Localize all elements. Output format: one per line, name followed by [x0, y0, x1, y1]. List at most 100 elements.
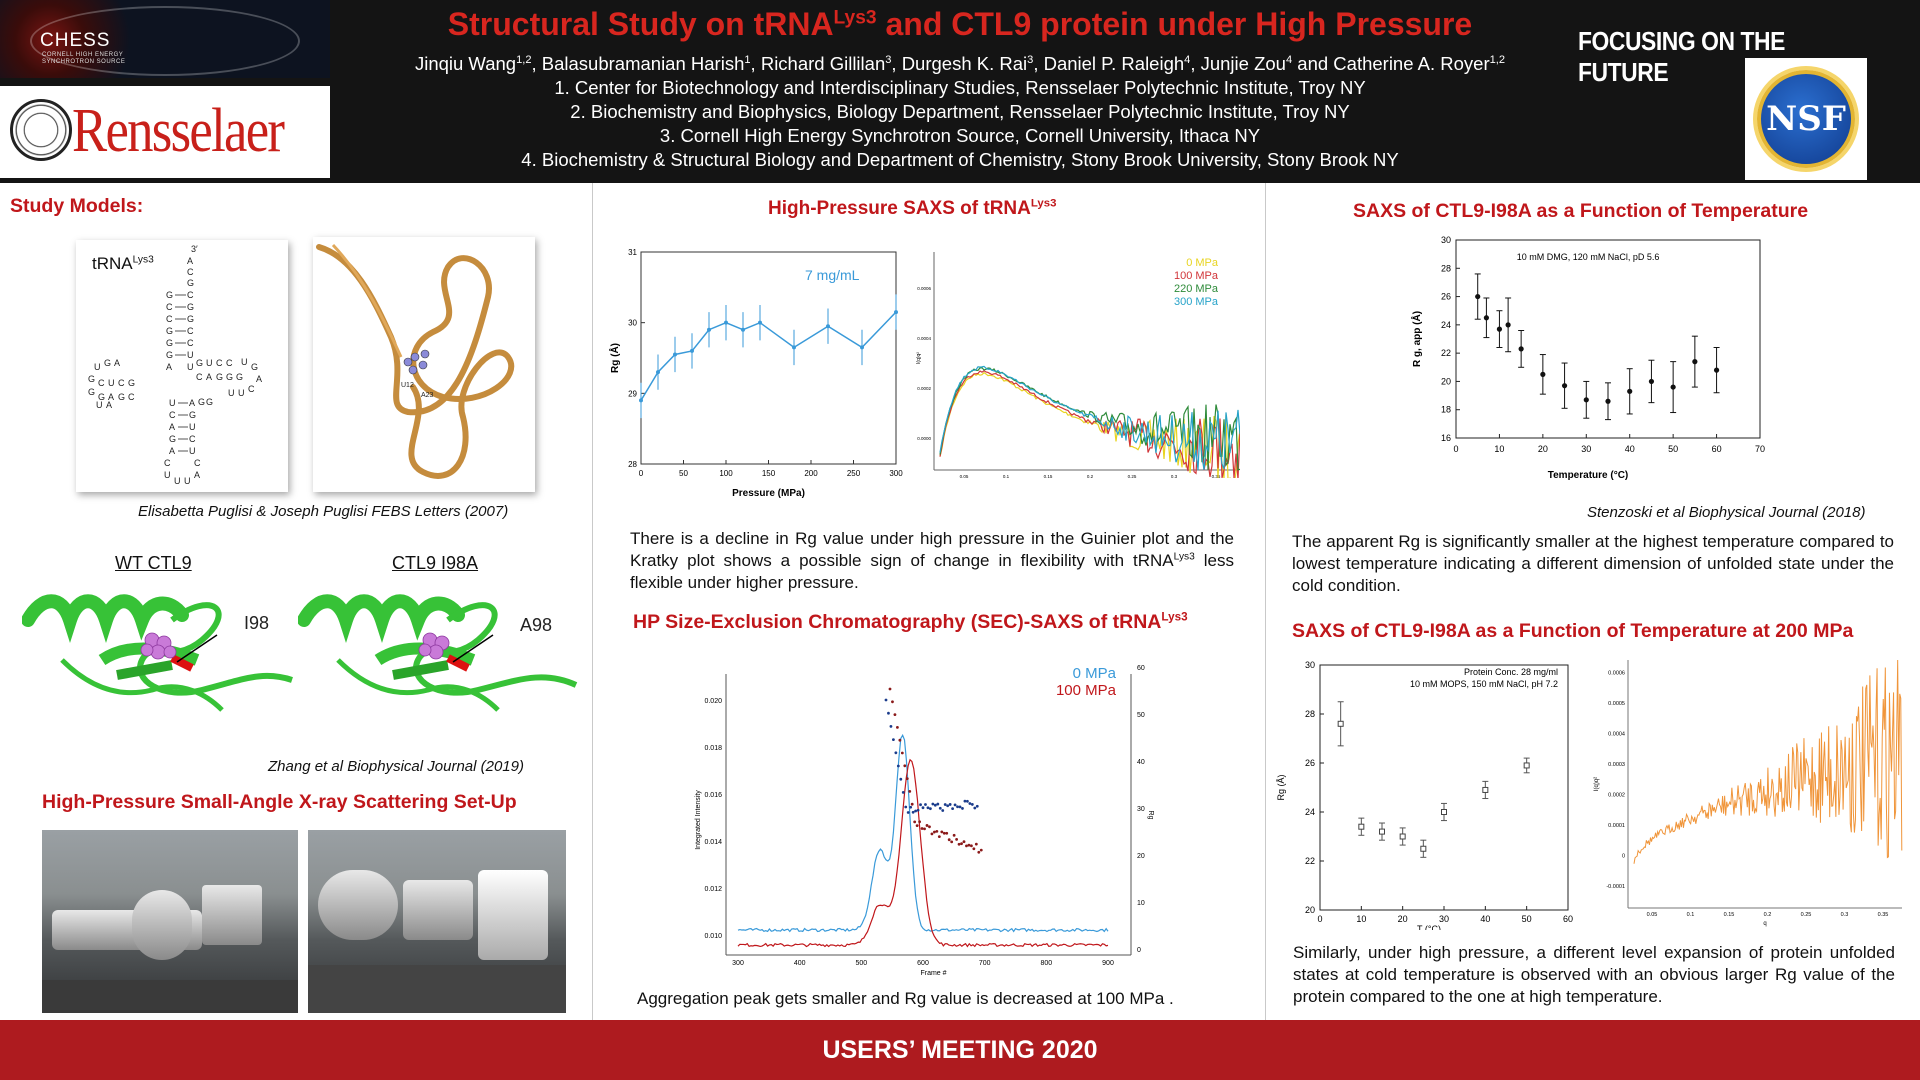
- svg-text:U: U: [94, 362, 101, 372]
- y-tick-label: 0.010: [704, 933, 722, 940]
- svg-text:G: G: [189, 410, 196, 420]
- kratky-200mpa-chart: 0.05 0.1 0.15 0.2 0.25 0.3 0.35 -0.0001 0 0.0001 0…: [1584, 656, 1914, 928]
- y-tick-label: 22: [1305, 856, 1315, 866]
- author-name: Durgesh K. Rai: [901, 53, 1028, 74]
- legend-entry: 100 MPa: [1174, 270, 1219, 282]
- rg-point-0mpa: [933, 803, 937, 807]
- rg-point-0mpa: [909, 805, 913, 809]
- rg-point-100mpa: [950, 840, 954, 844]
- svg-text:A: A: [106, 400, 112, 410]
- u12-label: U12: [401, 382, 414, 389]
- y-tick-label: 0.0002: [1608, 793, 1625, 799]
- y-axis-label: R g, app (Å): [1410, 311, 1423, 367]
- svg-text:C: C: [187, 338, 194, 348]
- x-tick-label: 0: [639, 469, 644, 478]
- rg-point-0mpa: [938, 806, 942, 810]
- chess-logo: CHESS CORNELL HIGH ENERGY SYNCHROTRON SOU…: [0, 0, 330, 78]
- rg-point-100mpa: [957, 842, 961, 846]
- x-tick-label: 0.1: [1687, 912, 1695, 918]
- y-tick-label: 26: [1305, 758, 1315, 768]
- data-point: [1505, 322, 1511, 328]
- y-tick-label: 18: [1441, 405, 1451, 415]
- x-axis-label: Pressure (MPa): [732, 488, 805, 499]
- legend-entry: 300 MPa: [1174, 296, 1219, 308]
- rg-point-0mpa: [943, 803, 947, 806]
- x-tick-label: 0: [1453, 444, 1458, 454]
- rg-point-100mpa: [910, 802, 914, 806]
- svg-text:U: U: [189, 446, 196, 456]
- data-point: [724, 320, 728, 325]
- svg-text:U: U: [206, 358, 213, 368]
- svg-text:G: G: [98, 392, 105, 402]
- y-tick-label: 20: [1441, 376, 1451, 386]
- x-tick-label: 0.3: [1841, 912, 1849, 918]
- ctl9-i98a-label: CTL9 I98A: [392, 553, 479, 573]
- rg-point-100mpa: [935, 829, 939, 833]
- x-tick-label: 0.2: [1764, 912, 1772, 918]
- rg-point-100mpa: [970, 844, 973, 848]
- x-tick-label: 0.05: [1647, 912, 1658, 918]
- y-tick-label: 30: [1441, 235, 1451, 245]
- x-tick-label: 70: [1755, 444, 1765, 454]
- data-point: [639, 398, 643, 403]
- sec-saxs-chart: 300 400 500 600 700 800 900 0.010 0.012 0.014 0.01…: [686, 651, 1156, 980]
- x-tick-label: 700: [979, 960, 991, 967]
- hp-saxs-heading: High-Pressure SAXS of tRNALys3: [768, 197, 1057, 219]
- focusing-slogan: FOCUSING ON THE FUTURE: [1578, 26, 1785, 87]
- buffer-annotation: 10 mM DMG, 120 mM NaCl, pD 5.6: [1517, 252, 1660, 262]
- study-models-heading: Study Models:: [10, 195, 144, 217]
- rg-point-100mpa: [923, 827, 926, 831]
- svg-text:C: C: [248, 384, 255, 394]
- trna-3d-structure: U12 A23: [313, 237, 535, 492]
- svg-text:G: G: [187, 302, 194, 312]
- rg-point-0mpa: [970, 803, 974, 806]
- svg-text:3′: 3′: [191, 244, 198, 254]
- rg-point-0mpa: [889, 725, 893, 728]
- rg-point-100mpa: [896, 726, 899, 729]
- rg-point-100mpa: [930, 832, 934, 836]
- x-tick-label: 300: [732, 960, 744, 967]
- svg-text:C: C: [98, 378, 105, 388]
- concentration-annotation: Protein Conc. 28 mg/ml: [1464, 667, 1558, 677]
- y-tick-label: 28: [628, 460, 637, 469]
- svg-text:C: C: [187, 326, 194, 336]
- rg-point-100mpa: [960, 842, 963, 846]
- plot-frame: [1455, 239, 1761, 439]
- rg-point-100mpa: [977, 850, 981, 854]
- data-point: [860, 345, 864, 350]
- svg-text:G: G: [88, 387, 95, 397]
- rg-point-100mpa: [908, 790, 912, 793]
- a98-label: A98: [520, 615, 552, 635]
- y-tick-label: 0.0006: [917, 286, 931, 291]
- y-axis-label: Rg (Å): [608, 343, 621, 373]
- y-tick-label: 0.0006: [1608, 671, 1625, 677]
- data-point: [673, 352, 677, 357]
- rg-point-100mpa: [920, 827, 924, 830]
- svg-text:C: C: [164, 458, 171, 468]
- rg-point-100mpa: [972, 847, 976, 851]
- svg-text:A: A: [189, 398, 195, 408]
- svg-text:A: A: [166, 362, 172, 372]
- svg-text:C: C: [187, 267, 194, 277]
- legend-entry: 0 MPa: [1186, 257, 1219, 269]
- y-tick-label: 0.0005: [1608, 701, 1625, 707]
- svg-text:U: U: [169, 398, 176, 408]
- rg-point-100mpa: [974, 842, 978, 846]
- x-tick-label: 60: [1712, 444, 1722, 454]
- rg-point-100mpa: [928, 825, 931, 829]
- y-tick-label: 30: [1305, 660, 1315, 670]
- svg-text:U: U: [241, 357, 248, 367]
- rg-temperature-plot: 0 10 20 30 40 50 60 70 16 18 20 22 24 26 28 30 Temperatu…: [1410, 235, 1765, 481]
- rg-point-0mpa: [901, 791, 905, 794]
- svg-text:G: G: [169, 434, 176, 444]
- rg-point-0mpa: [951, 807, 954, 811]
- kratky-200mpa-plot: 0.05 0.1 0.15 0.2 0.25 0.3 0.35 -0.0001 0 0.0001 0…: [1594, 659, 1903, 927]
- y-tick-label: 28: [1441, 263, 1451, 273]
- data-point: [1379, 828, 1385, 835]
- y2-tick-label: 10: [1137, 900, 1145, 907]
- users-meeting-footer: USERS’ MEETING 2020: [0, 1020, 1920, 1080]
- svg-text:G: G: [236, 372, 243, 382]
- rg-point-0mpa: [936, 802, 940, 806]
- x-tick-label: 0.15: [1044, 474, 1053, 478]
- x-tick-label: 10: [1494, 444, 1504, 454]
